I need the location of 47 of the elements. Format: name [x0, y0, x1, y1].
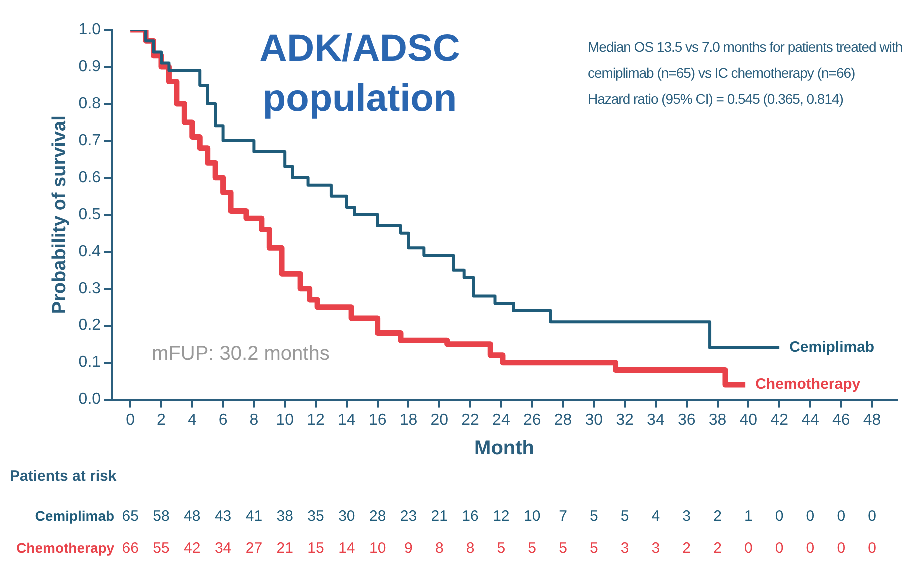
x-tick-label: 28 [554, 412, 572, 429]
x-tick-label: 2 [157, 412, 166, 429]
y-tick-label: 0.5 [78, 206, 102, 224]
series-label: Cemiplimab [790, 339, 875, 356]
x-tick-label: 34 [647, 412, 665, 429]
y-tick-label: 1.0 [78, 21, 102, 38]
x-tick-label: 14 [338, 412, 356, 429]
text: Cemiplimab 65 58 48 43 41 38 35 30 28 23 21 16 12 10 7 5 5 4 3 2 1 0 0 0 0 [35, 508, 876, 526]
x-tick-label: 48 [863, 412, 882, 429]
x-tick-label: 16 [368, 412, 387, 429]
y-tick-label: 0.8 [78, 95, 102, 112]
x-tick-label: 4 [188, 412, 197, 429]
y-tick-label: 0.9 [78, 58, 102, 76]
text: ADK/ADSC population [258, 27, 462, 122]
y-tick-label: 0.2 [78, 317, 102, 334]
x-tick-label: 42 [770, 412, 789, 429]
y-tick-label: 0.1 [78, 354, 102, 372]
x-tick-label: 46 [832, 412, 850, 429]
annotation: Hazard ratio (95% CI) = 0.545 (0.365, 0.814) [588, 90, 844, 109]
x-tick-label: 26 [523, 412, 542, 429]
text: Chemotherapy 66 55 42 34 27 21 15 14 10 9 8 8 5 5 5 5 3 3 2 2 0 0 0 0 0 [16, 540, 876, 558]
annotation: Median OS 13.5 vs 7.0 months for patients treated with cemiplimab (n=65) vs IC chemotherapy (n=66) [588, 38, 904, 83]
x-tick-label: 32 [616, 412, 634, 429]
x-tick-label: 44 [802, 412, 820, 429]
x-tick-label: 40 [740, 412, 758, 429]
x-tick-label: 22 [462, 412, 480, 429]
y-tick-label: 0.3 [78, 280, 102, 298]
x-tick-label: 30 [585, 412, 604, 429]
x-tick-label: 38 [708, 412, 727, 429]
x-tick-label: 20 [430, 412, 449, 429]
x-tick-label: 24 [492, 412, 510, 429]
x-tick-label: 12 [307, 412, 326, 429]
y-axis-title: Probability of survival [50, 116, 71, 314]
x-axis-title: Month [474, 438, 535, 460]
x-tick-label: 0 [126, 412, 136, 429]
y-tick-label: 0.7 [78, 132, 102, 150]
x-tick-label: 36 [678, 412, 696, 429]
x-tick-label: 18 [400, 412, 418, 429]
annotation: mFUP: 30.2 months [152, 343, 330, 366]
y-tick-label: 0.6 [78, 169, 102, 186]
series-label: Chemotherapy [756, 376, 862, 394]
x-tick-label: 8 [250, 412, 259, 429]
x-tick-label: 6 [218, 412, 228, 429]
y-tick-label: 0.4 [78, 243, 102, 260]
y-tick-label: 0.0 [78, 391, 102, 408]
x-tick-label: 10 [276, 412, 294, 429]
text: Patients at risk [10, 468, 117, 485]
